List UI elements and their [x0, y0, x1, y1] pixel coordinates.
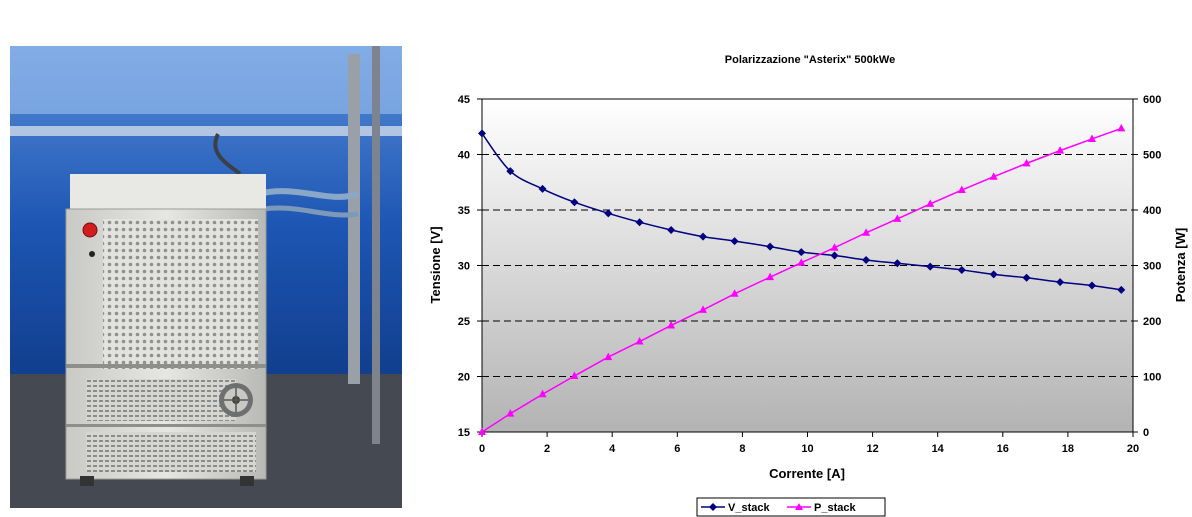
data-point-v-stack: [766, 242, 775, 251]
y2-tick-label: 200: [1143, 316, 1161, 328]
data-point-p-stack: [1087, 134, 1096, 142]
data-point-v-stack: [1087, 281, 1096, 290]
data-point-p-stack: [893, 214, 902, 222]
x-tick-label: 0: [479, 443, 485, 455]
y-tick-label: 30: [458, 261, 470, 273]
fuel-cell-cabinet-photo: [8, 44, 404, 510]
data-point-p-stack: [1056, 146, 1065, 154]
legend-marker-p-stack: [795, 503, 803, 510]
data-point-p-stack: [570, 371, 579, 379]
x-tick-label: 6: [674, 443, 680, 455]
y-tick-label: 35: [458, 205, 470, 217]
data-point-p-stack: [1022, 158, 1031, 167]
data-point-v-stack: [635, 218, 644, 227]
data-point-p-stack: [699, 305, 708, 313]
data-point-v-stack: [830, 251, 839, 260]
data-point-p-stack: [604, 352, 613, 361]
data-point-p-stack: [635, 337, 644, 345]
y-tick-label: 40: [458, 150, 470, 162]
y2-tick-label: 0: [1143, 427, 1149, 439]
y-tick-label: 25: [458, 316, 470, 328]
data-point-v-stack: [478, 129, 486, 138]
series-layer: [478, 123, 1126, 435]
cabinet-lower-vent: [86, 379, 236, 421]
red-button-icon: [82, 222, 98, 238]
x-tick-label: 2: [544, 443, 550, 455]
data-point-v-stack: [699, 232, 708, 241]
polarization-chart: Polarizzazione "Asterix" 500kWe 0 2 4 6 8 10 1…: [428, 54, 1188, 517]
data-point-v-stack: [1056, 278, 1065, 287]
data-point-p-stack: [478, 427, 486, 435]
data-point-p-stack: [506, 409, 515, 417]
y2-tick-label: 100: [1143, 372, 1161, 384]
y-axis-right: 0 100 200 300 400 500 600: [1133, 94, 1161, 439]
y-tick-label: 15: [458, 427, 470, 439]
data-point-p-stack: [926, 199, 935, 207]
x-tick-label: 4: [609, 443, 616, 455]
y-tick-label: 45: [458, 94, 470, 106]
data-point-v-stack: [989, 270, 998, 279]
x-tick-label: 8: [739, 443, 745, 455]
data-point-p-stack: [730, 289, 739, 297]
data-point-p-stack: [830, 243, 839, 251]
y2-tick-label: 500: [1143, 150, 1161, 162]
data-point-v-stack: [506, 167, 515, 176]
data-point-v-stack: [797, 248, 806, 257]
x-tick-label: 16: [997, 443, 1009, 455]
data-point-v-stack: [1022, 273, 1031, 282]
data-point-p-stack: [766, 272, 775, 281]
x-tick-label: 18: [1062, 443, 1074, 455]
data-point-p-stack: [667, 320, 676, 329]
data-point-v-stack: [957, 265, 966, 274]
x-axis-label: Corrente [A]: [769, 466, 845, 481]
y-axis-label: Tensione [V]: [428, 226, 443, 303]
legend-label-p-stack: P_stack: [814, 502, 856, 514]
data-point-v-stack: [570, 198, 579, 207]
x-axis: 0 2 4 6 8 10 12 14 16 18 20: [479, 432, 1139, 455]
y2-tick-label: 400: [1143, 205, 1161, 217]
legend: V_stack P_stack: [696, 497, 886, 517]
data-point-v-stack: [1117, 285, 1126, 294]
data-point-v-stack: [893, 259, 902, 268]
data-point-p-stack: [1117, 123, 1126, 132]
data-point-v-stack: [667, 225, 676, 234]
data-point-v-stack: [604, 209, 613, 218]
cabinet-top: [70, 174, 266, 214]
chart-title: Polarizzazione "Asterix" 500kWe: [725, 54, 895, 66]
legend-marker-v-stack: [709, 503, 717, 511]
data-point-v-stack: [730, 237, 739, 246]
data-point-v-stack: [538, 184, 547, 193]
data-point-p-stack: [797, 258, 806, 266]
gridlines: [482, 154, 1133, 377]
data-point-p-stack: [957, 185, 966, 194]
y2-axis-label: Potenza [W]: [1173, 228, 1188, 302]
x-tick-label: 10: [801, 443, 813, 455]
legend-label-v-stack: V_stack: [728, 502, 770, 514]
fan-grille-icon: [219, 383, 253, 417]
x-tick-label: 20: [1127, 443, 1139, 455]
data-point-p-stack: [538, 389, 547, 398]
data-point-p-stack: [989, 172, 998, 180]
data-point-v-stack: [862, 255, 871, 264]
cabinet-vent-grille: [103, 219, 258, 369]
x-tick-label: 12: [866, 443, 878, 455]
data-point-v-stack: [926, 262, 935, 271]
y-axis-left: 15 20 25 30 35 40 45: [458, 94, 482, 439]
y2-tick-label: 600: [1143, 94, 1161, 106]
data-point-p-stack: [862, 228, 871, 236]
y2-tick-label: 300: [1143, 261, 1161, 273]
x-tick-label: 14: [932, 443, 945, 455]
y-tick-label: 20: [458, 372, 470, 384]
